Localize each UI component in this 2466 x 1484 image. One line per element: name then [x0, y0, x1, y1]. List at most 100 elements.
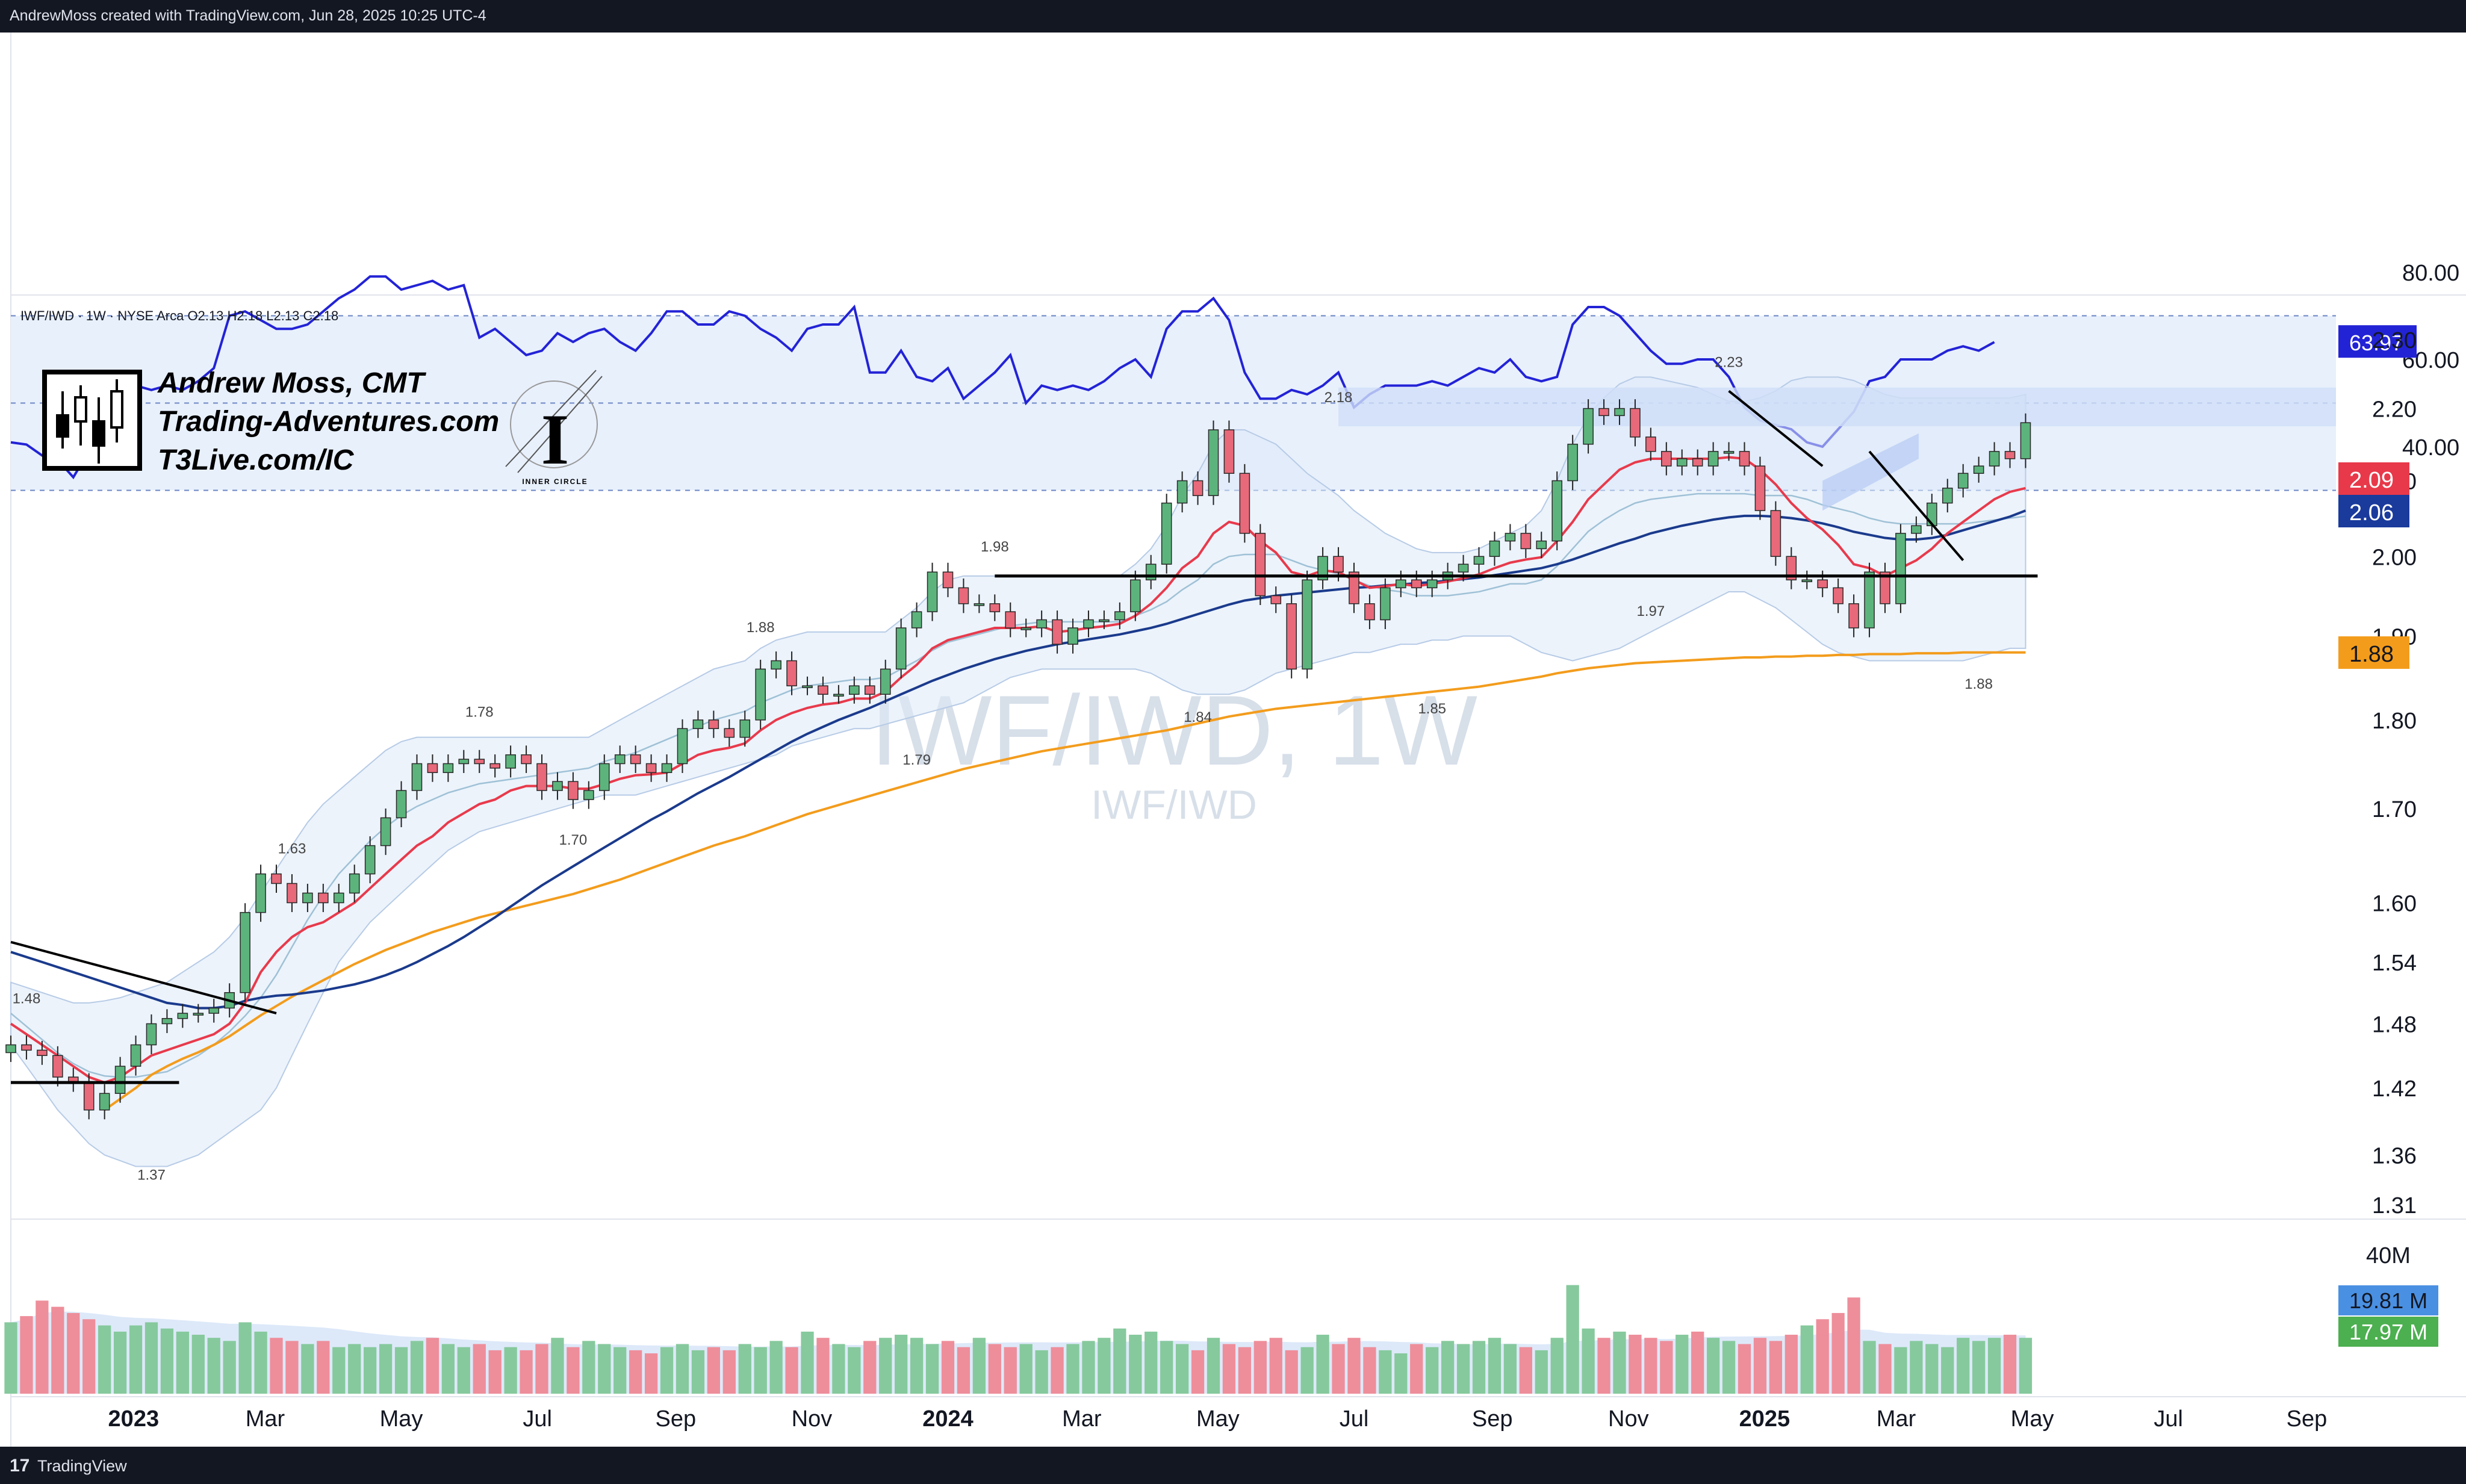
candle — [1754, 456, 1766, 520]
candle-up — [349, 873, 360, 894]
candle-down — [786, 660, 797, 686]
candle-down — [630, 754, 641, 765]
volume-bar — [1784, 1335, 1798, 1394]
candle — [1676, 449, 1688, 476]
candle — [458, 750, 470, 774]
candle — [474, 750, 485, 774]
candle-up — [1145, 563, 1157, 580]
candle — [364, 836, 376, 884]
volume-bar — [941, 1341, 955, 1394]
candle — [552, 772, 563, 800]
branding-logo — [42, 370, 142, 471]
candle-up — [2020, 422, 2031, 459]
candle — [1551, 471, 1563, 551]
candle — [240, 903, 250, 1002]
logo-candle-icon — [56, 414, 69, 438]
candle — [396, 781, 407, 827]
volume-bar — [1332, 1344, 1345, 1394]
price-annotation: 1.97 — [1637, 603, 1665, 619]
volume-bar — [1535, 1350, 1548, 1394]
volume-bar — [1269, 1338, 1282, 1394]
candle — [1005, 602, 1016, 638]
candle — [52, 1046, 63, 1087]
volume-bar — [254, 1331, 267, 1394]
candle-up — [1911, 525, 1922, 534]
candle-up — [1989, 451, 2000, 467]
price-axis-tick: 1.31 — [2372, 1193, 2417, 1219]
volume-bar — [1769, 1341, 1783, 1394]
candle-down — [1817, 579, 1828, 589]
volume-bar — [379, 1344, 393, 1394]
volume-bar — [1456, 1344, 1470, 1394]
candle-up — [114, 1066, 126, 1094]
candle-down — [1692, 458, 1703, 467]
price-last-value-badge — [2338, 462, 2409, 495]
candle-up — [1426, 579, 1438, 589]
price-axis-tick: 2.00 — [2372, 545, 2417, 570]
candle — [1130, 570, 1141, 621]
volume-bar — [832, 1344, 845, 1394]
candle-up — [1489, 540, 1500, 557]
candle — [37, 1040, 48, 1065]
volume-bar — [1660, 1341, 1673, 1394]
candle — [568, 772, 579, 809]
candle — [114, 1057, 126, 1103]
volume-bar — [1582, 1328, 1595, 1394]
time-axis-tick: Jul — [2154, 1406, 2183, 1432]
candle-up — [583, 790, 594, 800]
candle-up — [1864, 571, 1875, 629]
candle-up — [974, 603, 985, 606]
candle-up — [677, 728, 688, 765]
volume-bar — [1816, 1319, 1829, 1394]
candle-down — [1645, 436, 1656, 452]
volume-last-badge — [2338, 1285, 2438, 1315]
candle — [177, 1004, 188, 1028]
time-axis-tick: Sep — [1472, 1406, 1513, 1432]
volume-bar — [1129, 1335, 1142, 1394]
volume-bar — [1426, 1347, 1439, 1394]
candle-down — [1786, 556, 1797, 580]
price-last-value-label: 2.06 — [2349, 500, 2394, 526]
tradingview-logo-icon[interactable]: 17 — [10, 1456, 30, 1476]
candle-down — [1270, 595, 1282, 604]
time-axis-tick: May — [1196, 1406, 1240, 1432]
candle-down — [1848, 603, 1859, 629]
volume-bar — [1363, 1347, 1376, 1394]
time-axis-tick: Nov — [792, 1406, 833, 1432]
candle — [161, 1009, 173, 1033]
volume-bar — [1051, 1347, 1064, 1394]
candle — [1317, 547, 1328, 589]
symbol-info: IWF/IWD · 1W · NYSE Arca O2.13 H2.18 L2.… — [20, 308, 338, 323]
volume-bar — [1441, 1341, 1455, 1394]
price-axis-tick: 1.54 — [2372, 951, 2417, 976]
watermark-subtitle: IWF/IWD — [1091, 782, 1257, 828]
price-annotation: 1.48 — [13, 990, 41, 1007]
volume-bar — [1222, 1344, 1236, 1394]
footer-brand[interactable]: TradingView — [37, 1457, 127, 1475]
volume-bar — [816, 1338, 830, 1394]
candle — [1739, 442, 1750, 476]
candle-up — [1614, 408, 1625, 417]
volume-bar — [488, 1350, 502, 1394]
candle — [895, 618, 907, 678]
candle-up — [5, 1044, 16, 1054]
volume-bar — [738, 1344, 751, 1394]
price-annotation: 1.70 — [559, 832, 588, 848]
volume-bar — [520, 1350, 533, 1394]
candle — [1957, 464, 1969, 498]
candle — [99, 1084, 110, 1120]
candle — [739, 710, 751, 747]
volume-bar — [1597, 1338, 1610, 1394]
candle-down — [989, 603, 1001, 612]
candle-down — [568, 781, 579, 800]
candle — [786, 651, 797, 695]
candle-down — [864, 685, 875, 695]
volume-bar — [1863, 1341, 1876, 1394]
candle-up — [1473, 556, 1485, 565]
candle — [255, 865, 266, 922]
volume-bar — [4, 1322, 17, 1394]
rsi-last-value-badge — [2338, 325, 2417, 358]
candle-up — [1067, 627, 1078, 645]
